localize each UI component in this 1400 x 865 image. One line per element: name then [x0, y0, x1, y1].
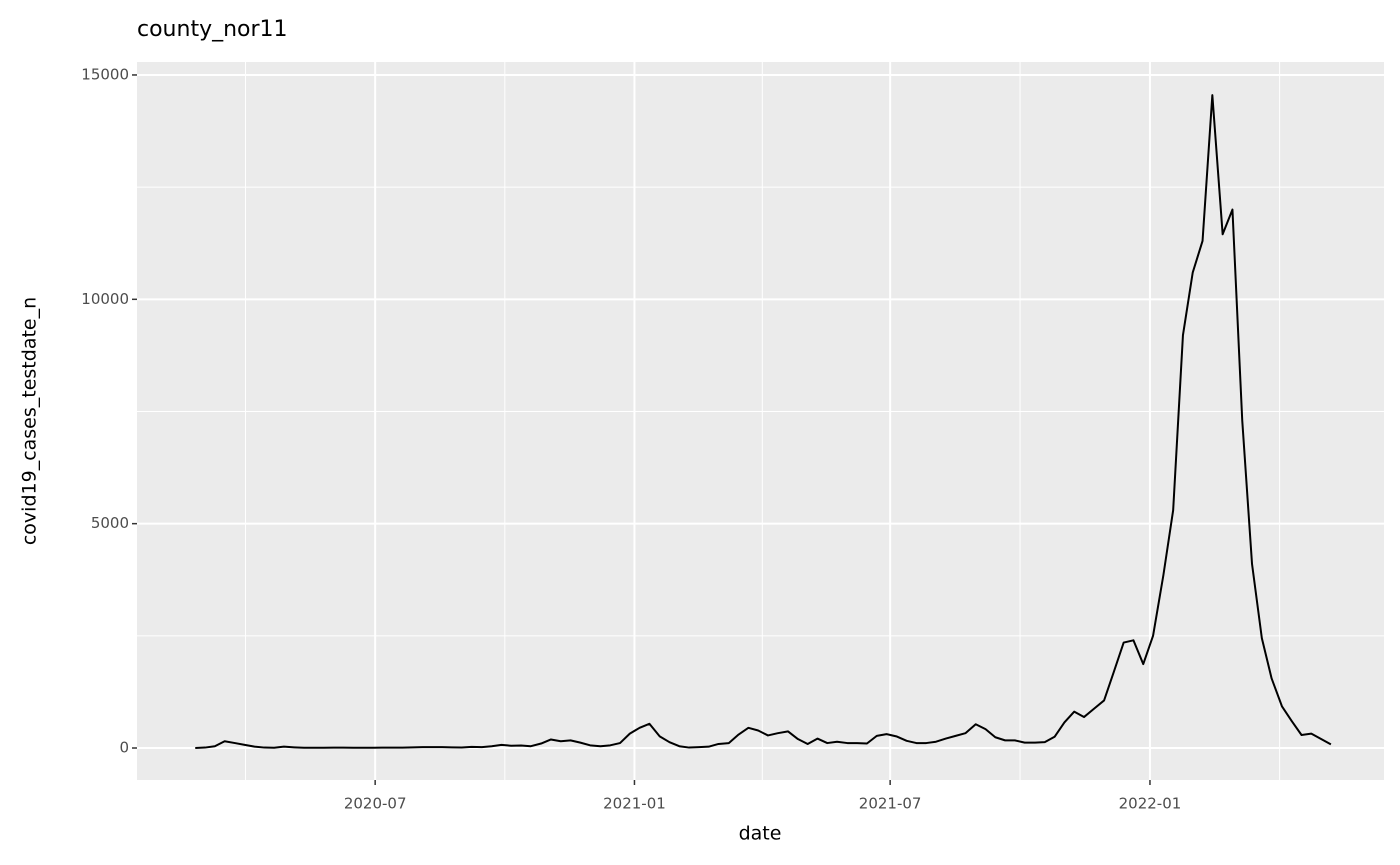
- x-tick-label: 2021-01: [603, 795, 666, 813]
- y-tick-label: 0: [119, 739, 129, 757]
- x-tick-label: 2020-07: [344, 795, 407, 813]
- y-axis-title: covid19_cases_testdate_n: [19, 297, 41, 545]
- chart-title: county_nor11: [137, 17, 288, 42]
- y-tick-label: 10000: [81, 290, 129, 308]
- y-tick-label: 15000: [81, 65, 129, 83]
- panel: [137, 62, 1384, 780]
- grid: [137, 62, 1384, 780]
- x-tick-label: 2021-07: [859, 795, 922, 813]
- data-line: [195, 94, 1332, 750]
- x-tick-label: 2022-01: [1119, 795, 1182, 813]
- y-tick-label: 5000: [91, 514, 129, 532]
- x-axis-title: date: [739, 823, 782, 845]
